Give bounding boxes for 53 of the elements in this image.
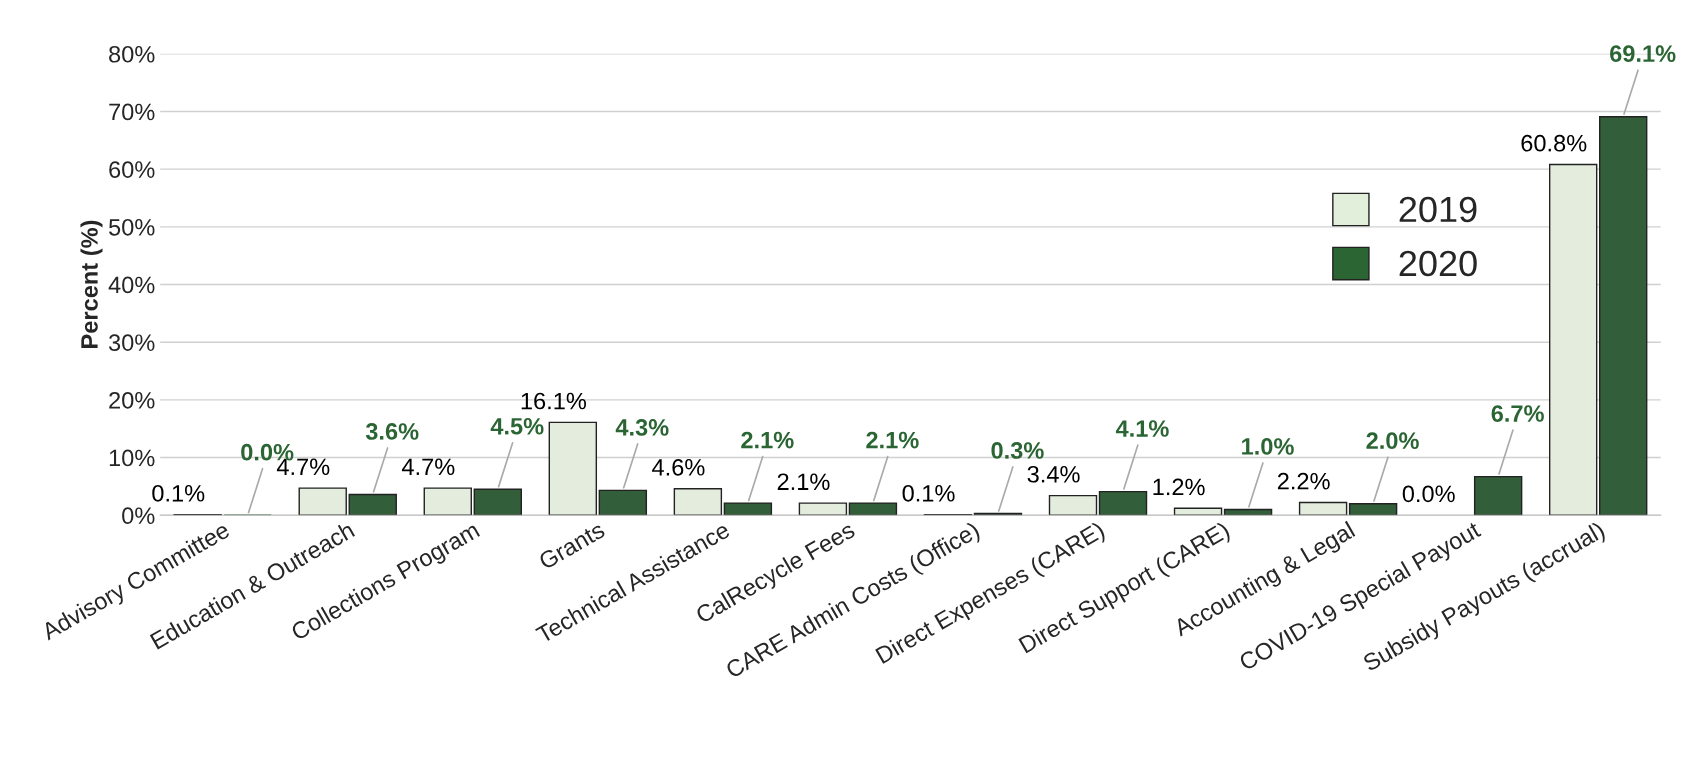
data-label: 4.7%: [401, 458, 455, 476]
data-label: 4.5%: [490, 417, 544, 435]
y-tick-label: 0%: [122, 507, 155, 525]
data-label: 6.7%: [1491, 405, 1544, 422]
bar: [1598, 116, 1648, 516]
bar: [298, 487, 347, 516]
data-label: 2.1%: [777, 473, 830, 491]
bar: [798, 502, 848, 516]
data-label: 2.0%: [1366, 432, 1419, 450]
bar: [723, 502, 773, 516]
bar: [548, 421, 598, 516]
data-label: 2.2%: [1277, 472, 1330, 490]
y-tick-label: 30%: [108, 334, 155, 351]
data-label: 4.3%: [615, 419, 669, 436]
bar: [598, 489, 648, 516]
data-label: 1.0%: [1242, 438, 1294, 455]
data-label: 0.0%: [1402, 485, 1455, 503]
data-label: 4.1%: [1115, 420, 1169, 437]
data-label: 3.6%: [365, 423, 419, 440]
bar: [1173, 507, 1223, 516]
y-tick-label: 20%: [109, 391, 155, 409]
y-tick-label: 10%: [109, 449, 155, 467]
data-label: 1.2%: [1153, 478, 1205, 496]
legend-label: 2019: [1399, 196, 1477, 223]
y-axis-title: Percent (%): [80, 220, 103, 348]
y-tick-label: 50%: [109, 218, 155, 236]
data-label: 2.1%: [866, 431, 919, 449]
bar: [348, 493, 397, 516]
bar: [1548, 163, 1598, 516]
data-label: 0.1%: [902, 484, 955, 502]
data-label: 69.1%: [1610, 45, 1676, 63]
bar: [1298, 501, 1348, 516]
y-tick-label: 60%: [109, 161, 155, 178]
data-label: 0.3%: [991, 442, 1044, 459]
y-tick-label: 70%: [109, 103, 155, 121]
data-label: 2.1%: [741, 431, 794, 449]
data-label: 16.1%: [521, 392, 587, 410]
bar: [1223, 508, 1273, 516]
data-label: 4.6%: [652, 458, 705, 476]
bar: [1473, 475, 1523, 516]
bar: [423, 487, 472, 516]
bar: [848, 502, 898, 516]
bar: [1048, 494, 1098, 516]
y-tick-label: 80%: [109, 45, 155, 63]
bar: [1098, 490, 1148, 516]
data-label: 60.8%: [1521, 134, 1587, 152]
data-label: 3.4%: [1027, 465, 1080, 483]
y-tick-label: 40%: [108, 276, 155, 294]
data-label: 0.1%: [152, 484, 205, 502]
bar: [1348, 503, 1398, 516]
legend-label: 2020: [1399, 250, 1477, 277]
bar: [673, 488, 723, 516]
bar: [473, 488, 522, 516]
